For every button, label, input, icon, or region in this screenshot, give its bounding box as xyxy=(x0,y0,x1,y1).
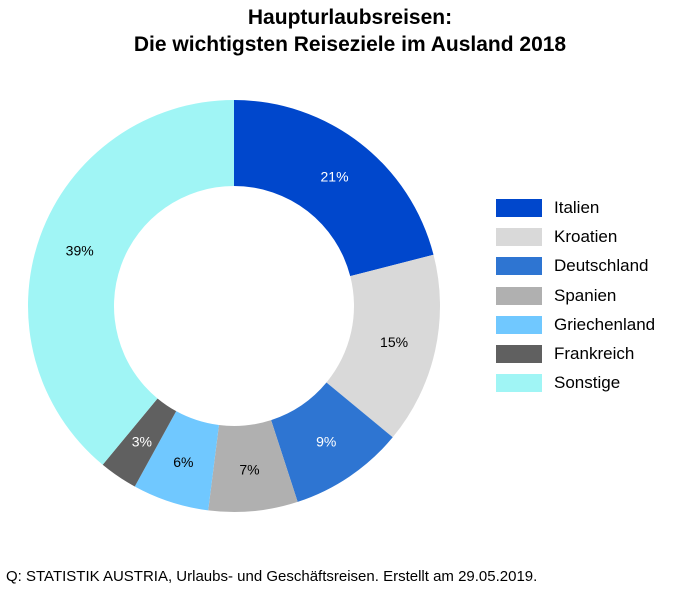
legend-swatch xyxy=(496,374,542,393)
legend-item-kroatien: Kroatien xyxy=(496,222,655,251)
slice-kroatien xyxy=(326,254,440,438)
legend-item-frankreich: Frankreich xyxy=(496,339,655,368)
data-label-frankreich: 3% xyxy=(132,434,152,450)
data-label-spanien: 7% xyxy=(239,461,259,477)
chart-title-line-2: Die wichtigsten Reiseziele im Ausland 20… xyxy=(133,33,567,56)
legend-swatch xyxy=(496,227,542,246)
chart-title-line-1: Haupturlaubsreisen: xyxy=(247,6,453,29)
legend-label: Sonstige xyxy=(554,373,621,393)
legend-item-sonstige: Sonstige xyxy=(496,369,655,398)
legend-swatch xyxy=(496,286,542,305)
slice-italien xyxy=(234,100,434,277)
legend-label: Deutschland xyxy=(554,256,649,276)
data-label-deutschland: 9% xyxy=(316,434,336,450)
slice-frankreich xyxy=(102,398,177,487)
slice-sonstige xyxy=(27,100,234,465)
slice-griechenland xyxy=(134,411,219,511)
legend-item-italien: Italien xyxy=(496,193,655,222)
legend-item-spanien: Spanien xyxy=(496,281,655,310)
chart-title: Haupturlaubsreisen: Die wichtigsten Reis… xyxy=(0,4,700,58)
legend-swatch xyxy=(496,257,542,276)
legend-label: Kroatien xyxy=(554,226,618,246)
data-label-griechenland: 6% xyxy=(173,454,193,470)
legend-item-griechenland: Griechenland xyxy=(496,310,655,339)
legend-label: Griechenland xyxy=(554,314,656,334)
legend: Italien Kroatien Deutschland Spanien Grieche… xyxy=(496,193,655,398)
legend-swatch xyxy=(496,198,542,217)
slice-spanien xyxy=(208,420,298,512)
data-label-kroatien: 15% xyxy=(380,334,408,350)
legend-swatch xyxy=(496,315,542,334)
data-label-sonstige: 39% xyxy=(66,242,94,258)
source-note: Q: STATISTIK AUSTRIA, Urlaubs- und Gesch… xyxy=(6,568,538,585)
slice-deutschland xyxy=(271,382,393,502)
legend-label: Frankreich xyxy=(554,344,635,364)
data-label-italien: 21% xyxy=(321,168,349,184)
legend-swatch xyxy=(496,345,542,364)
legend-label: Spanien xyxy=(554,285,617,305)
legend-item-deutschland: Deutschland xyxy=(496,252,655,281)
legend-label: Italien xyxy=(554,197,600,217)
